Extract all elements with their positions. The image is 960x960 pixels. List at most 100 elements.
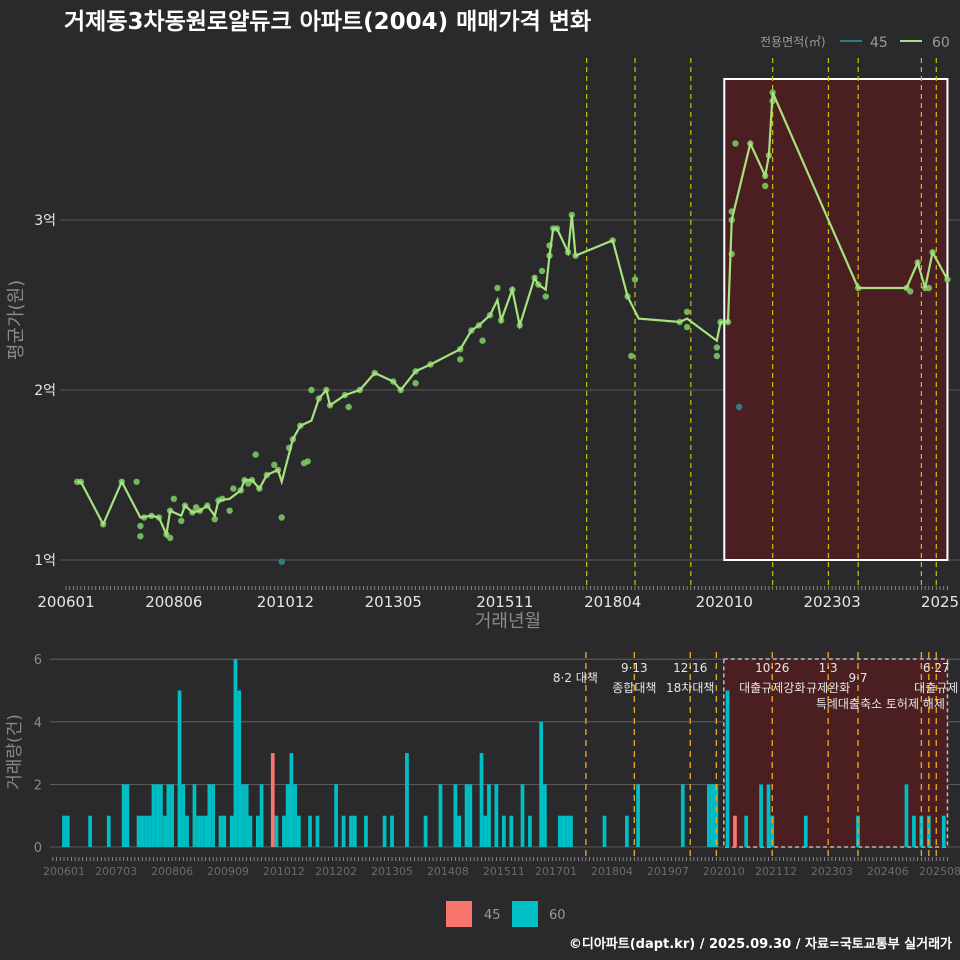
bar-60 — [502, 815, 506, 847]
bar-60 — [543, 784, 547, 847]
data-point-45 — [735, 403, 743, 411]
bar-60 — [561, 815, 566, 847]
bar-60 — [222, 815, 227, 847]
policy-annotation: 대출규제 — [914, 681, 958, 695]
volume-chart: 0 2 4 6 8·2 대책 9·13 종합대책 12·16 18차대책 10·26 대출규제강화 1… — [5, 652, 960, 927]
bar-60 — [162, 815, 167, 847]
x-tick-label: 200601 — [37, 593, 94, 611]
data-point-60 — [137, 533, 144, 540]
bar-60 — [155, 784, 160, 847]
legend-swatch-60 — [512, 901, 538, 927]
legend-title: 전용면적(㎡) — [760, 35, 826, 49]
bar-60 — [62, 815, 66, 847]
bar-60 — [289, 753, 294, 847]
x-tick-label: 201907 — [647, 865, 689, 878]
bar-60 — [509, 815, 514, 847]
x-tick-label: 200703 — [95, 865, 137, 878]
bar-60 — [405, 753, 409, 847]
bar-60 — [255, 815, 260, 847]
data-point-45 — [278, 558, 285, 565]
legend-label-60: 60 — [549, 908, 566, 923]
bar-60 — [177, 690, 182, 847]
bar-60 — [390, 815, 394, 847]
bar-60 — [423, 815, 428, 847]
bar-60 — [125, 784, 130, 847]
bar-60 — [714, 784, 719, 847]
y-tick-label: 4 — [34, 716, 42, 731]
bar-60 — [159, 784, 163, 847]
policy-annotation: 대출규제강화 — [739, 681, 805, 695]
y-axis-title: 거래량(건) — [5, 714, 25, 790]
highlight-box — [723, 78, 949, 561]
bar-60 — [438, 784, 443, 847]
bar-60 — [136, 815, 141, 847]
x-tick-label: 200601 — [43, 865, 85, 878]
y-tick-label: 6 — [34, 653, 42, 668]
bar-60 — [912, 815, 916, 847]
y-tick-label: 0 — [34, 841, 42, 856]
bar-60 — [229, 815, 234, 847]
bar-60 — [308, 815, 312, 847]
data-point-60 — [683, 308, 691, 315]
x-tick-label: 202010 — [696, 593, 753, 611]
legend-label-45: 45 — [484, 908, 501, 923]
bar-60 — [248, 815, 253, 847]
x-tick-label: 200806 — [145, 593, 202, 611]
bar-60 — [106, 815, 111, 847]
y-axis-title: 평균가(원) — [6, 280, 27, 360]
data-point-60 — [211, 516, 218, 523]
data-point-60 — [457, 356, 464, 363]
bar-60 — [237, 690, 242, 847]
bar-60 — [453, 784, 458, 847]
bar-60 — [144, 815, 148, 847]
bar-60 — [296, 815, 301, 847]
bar-60 — [528, 815, 532, 847]
x-tick-label: 202010 — [703, 865, 745, 878]
bar-60 — [352, 815, 357, 847]
bar-60 — [479, 753, 484, 847]
bar-60 — [181, 784, 186, 847]
bar-60 — [170, 784, 174, 847]
bar-60 — [244, 784, 249, 847]
bar-60 — [241, 784, 245, 847]
bar-60 — [464, 784, 469, 847]
bar-60 — [520, 784, 525, 847]
x-tick-label: 201012 — [263, 865, 305, 878]
bar-60 — [569, 815, 573, 847]
data-point-60 — [542, 293, 549, 300]
data-point-60 — [628, 352, 635, 360]
data-point-60 — [252, 451, 259, 458]
bar-60 — [233, 659, 238, 847]
x-tick-label: 201305 — [365, 593, 422, 611]
data-point-60 — [713, 344, 721, 351]
x-tick-label: 201202 — [315, 865, 357, 878]
series-line-60 — [77, 92, 949, 539]
bar-60 — [766, 784, 771, 847]
data-point-60 — [925, 284, 933, 292]
x-tick-label: 200909 — [207, 865, 249, 878]
data-point-60 — [732, 140, 739, 147]
data-point-60 — [226, 507, 233, 514]
bar-60 — [200, 815, 204, 847]
data-point-60 — [166, 534, 174, 542]
x-tick-label: 201408 — [427, 865, 469, 878]
legend-label-45: 45 — [870, 35, 888, 51]
bar-60 — [759, 784, 763, 847]
bar-60 — [941, 815, 946, 847]
x-tick-label: 201701 — [535, 865, 577, 878]
bar-60 — [185, 815, 189, 847]
data-point-60 — [538, 267, 546, 275]
bar-60 — [207, 784, 212, 847]
data-point-60 — [170, 495, 178, 502]
bar-45 — [270, 753, 275, 847]
x-tick-label: 202303 — [804, 593, 861, 611]
y-tick-label: 2억 — [34, 383, 56, 399]
bar-60 — [259, 784, 264, 847]
bar-60 — [192, 784, 197, 847]
policy-annotation: 6·27 — [923, 661, 950, 675]
bar-60 — [364, 815, 368, 847]
data-point-60 — [304, 458, 311, 465]
bar-60 — [636, 784, 640, 847]
policy-annotation: 12·16 — [673, 661, 707, 675]
x-tick-label: 201305 — [371, 865, 413, 878]
